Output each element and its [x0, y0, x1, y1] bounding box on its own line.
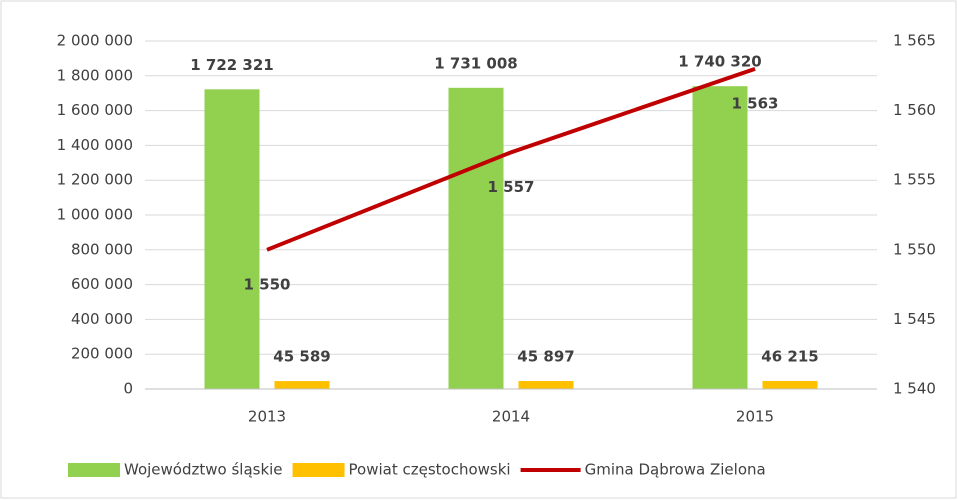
bar	[204, 89, 260, 389]
y-tick-label: 2 000 000	[57, 32, 133, 50]
bar	[692, 86, 748, 389]
legend-label: Powiat częstochowski	[349, 461, 511, 479]
data-label: 1 550	[244, 275, 291, 293]
y2-tick-label: 1 560	[893, 101, 936, 119]
data-label: 45 897	[517, 348, 574, 366]
y2-tick-label: 1 545	[893, 310, 936, 328]
x-tick-label: 2015	[736, 408, 774, 426]
bar	[448, 87, 504, 389]
data-label: 1 740 320	[678, 53, 762, 71]
data-label: 1 722 321	[190, 56, 274, 74]
data-label: 1 731 008	[434, 54, 518, 72]
y-tick-label: 1 400 000	[57, 136, 133, 154]
x-tick-label: 2013	[248, 408, 286, 426]
y-tick-label: 800 000	[71, 240, 133, 258]
y-tick-label: 1 600 000	[57, 101, 133, 119]
bar	[518, 381, 574, 389]
data-label: 1 557	[488, 178, 535, 196]
y2-tick-label: 1 540	[893, 380, 936, 398]
y-tick-label: 1 000 000	[57, 206, 133, 224]
line	[266, 66, 756, 252]
y-tick-label: 1 800 000	[57, 66, 133, 84]
y-tick-label: 600 000	[71, 275, 133, 293]
legend-swatch	[68, 463, 120, 477]
bar	[762, 380, 818, 389]
legend-swatch	[292, 463, 345, 477]
legend-label: Województwo śląskie	[124, 461, 283, 479]
y-tick-label: 1 200 000	[57, 171, 133, 189]
x-tick-label: 2014	[492, 408, 530, 426]
y-tick-label: 0	[123, 380, 133, 398]
legend-label: Gmina Dąbrowa Zielona	[585, 461, 766, 479]
y-tick-label: 200 000	[71, 345, 133, 363]
y2-tick-label: 1 565	[893, 32, 936, 50]
bar	[274, 381, 330, 389]
y2-tick-label: 1 550	[893, 240, 936, 258]
data-label: 46 215	[761, 347, 818, 365]
y-tick-label: 400 000	[71, 310, 133, 328]
data-label: 1 563	[732, 94, 779, 112]
data-label: 45 589	[273, 348, 330, 366]
y2-tick-label: 1 555	[893, 171, 936, 189]
